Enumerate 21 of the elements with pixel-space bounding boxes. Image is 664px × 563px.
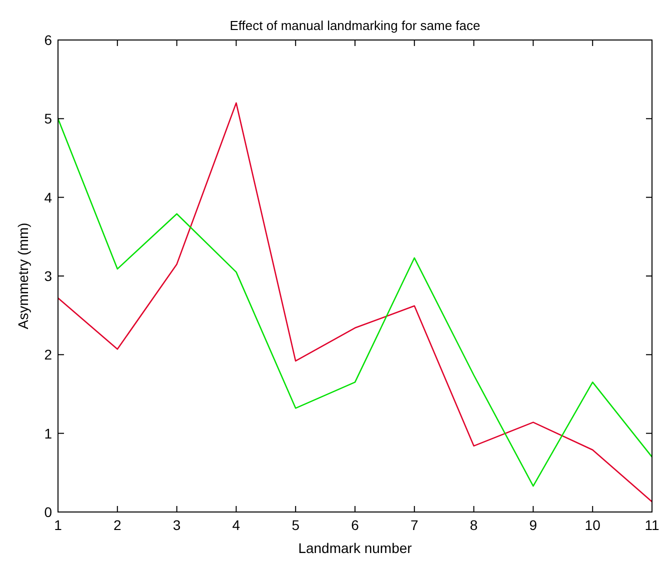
y-tick-label: 0	[44, 504, 52, 520]
x-tick-label: 4	[232, 517, 240, 533]
x-tick-label: 1	[54, 517, 62, 533]
chart-title: Effect of manual landmarking for same face	[230, 18, 480, 33]
x-axis-title: Landmark number	[298, 540, 412, 556]
x-tick-label: 7	[410, 517, 418, 533]
x-tick-label: 10	[584, 517, 601, 533]
x-tick-label: 11	[644, 517, 660, 533]
x-tick-label: 2	[114, 517, 122, 533]
x-tick-label: 9	[529, 517, 538, 533]
y-tick-label: 3	[44, 268, 52, 284]
x-tick-label: 8	[470, 517, 478, 533]
x-tick-label: 5	[292, 517, 300, 533]
x-tick-label: 3	[172, 517, 181, 533]
y-tick-label: 6	[44, 32, 52, 48]
y-axis-title: Asymmetry (mm)	[15, 222, 31, 330]
y-tick-label: 2	[44, 346, 52, 363]
x-tick-label: 6	[351, 517, 360, 533]
y-tick-label: 5	[44, 110, 52, 127]
y-tick-label: 4	[44, 189, 52, 206]
y-tick-label: 1	[44, 425, 52, 442]
